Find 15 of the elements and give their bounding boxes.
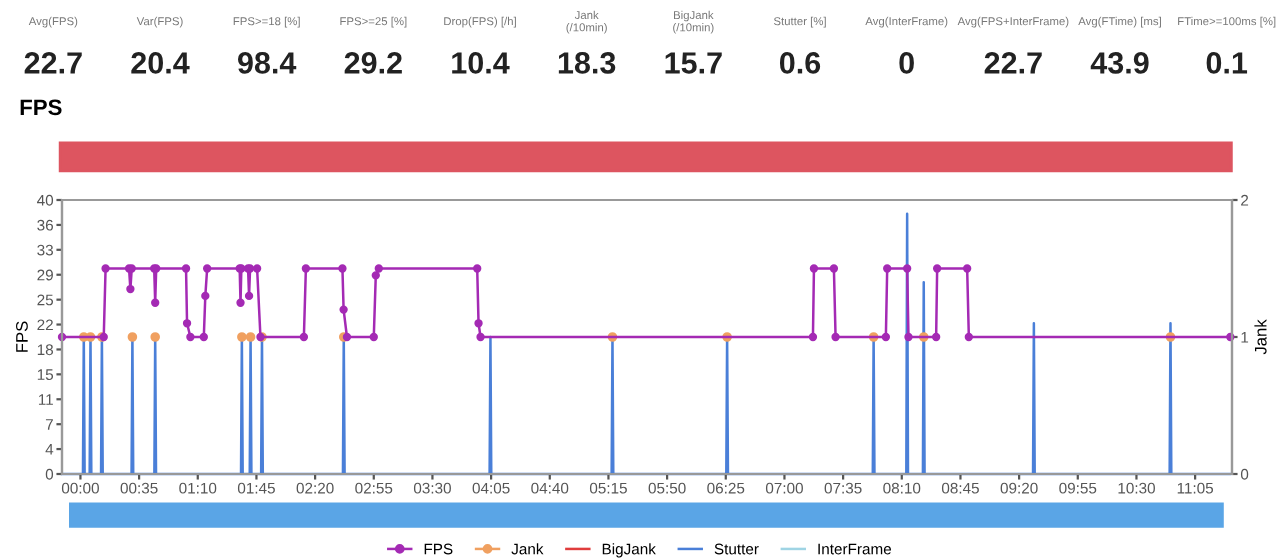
- data-label: 98.4: [237, 52, 297, 74]
- y-axis-title: FPS: [16, 321, 28, 352]
- data-label: 22.7: [984, 52, 1042, 74]
- data-label: 10.4: [452, 52, 510, 74]
- y2-axis-title: Jank: [1254, 319, 1267, 355]
- data-label: 0.1: [1206, 52, 1248, 74]
- data-label: 0: [899, 52, 914, 74]
- data-label: 22.7: [24, 52, 82, 74]
- data-label: 43.9: [1090, 52, 1149, 74]
- data-label: 20.4: [131, 52, 190, 74]
- data-label: 29.2: [344, 52, 402, 74]
- data-label: 18.3: [558, 52, 616, 74]
- data-label: 0.6: [779, 52, 821, 74]
- data-label: 15.7: [665, 52, 722, 74]
- chart-title: FPS: [20, 99, 62, 116]
